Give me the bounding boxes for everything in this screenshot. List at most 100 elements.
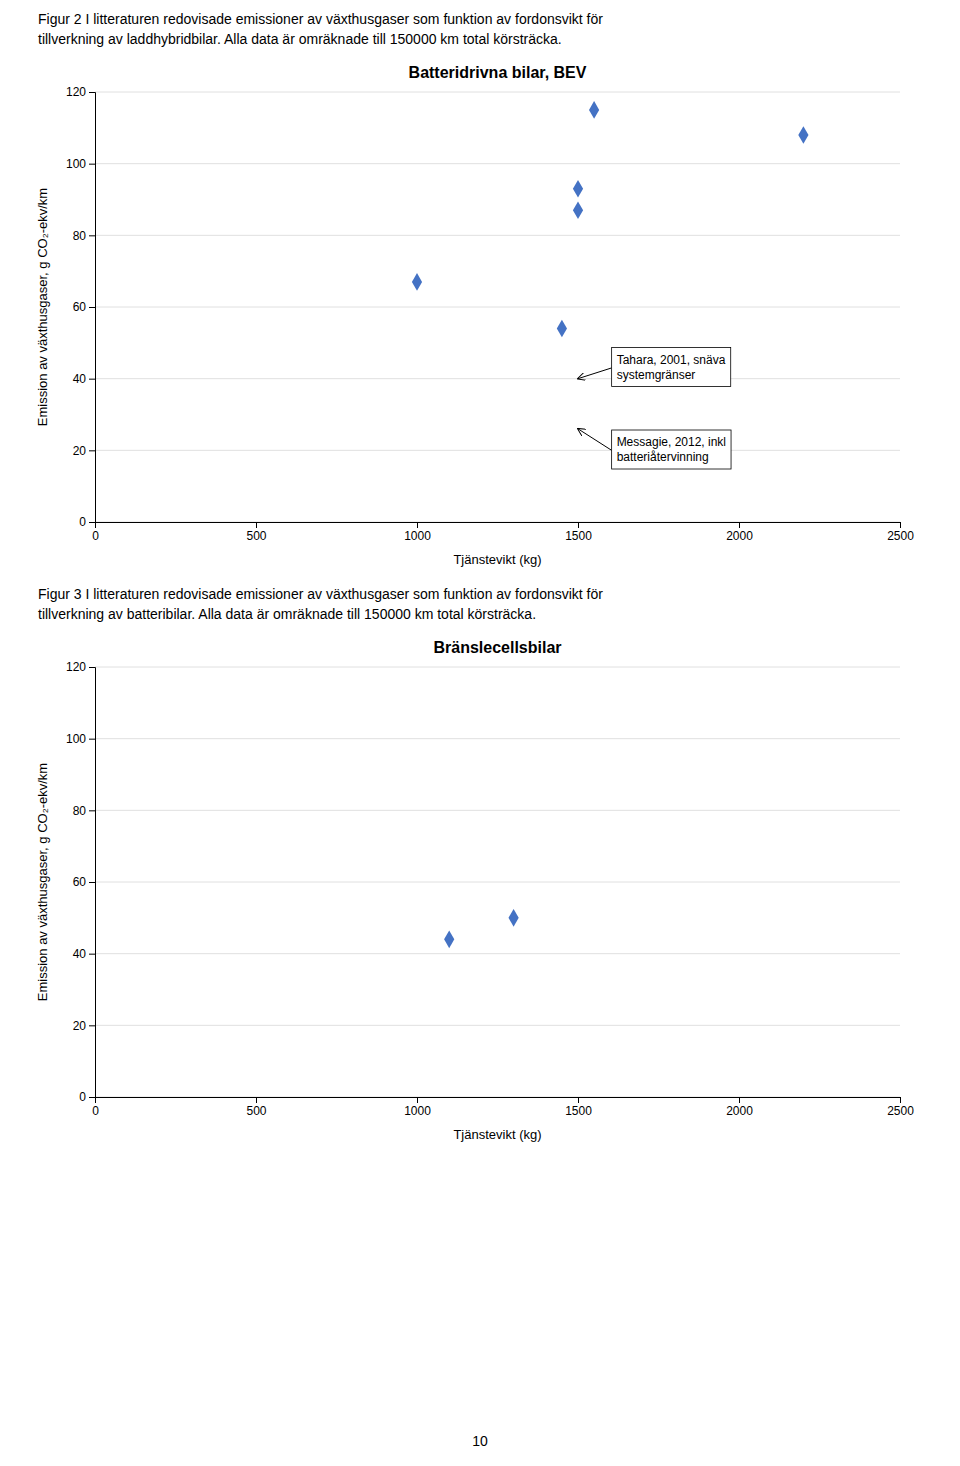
page-number: 10	[472, 1433, 488, 1449]
tick-label: 60	[73, 875, 87, 889]
tick-label: 1000	[404, 1104, 431, 1118]
grid	[95, 92, 900, 522]
annotation-text: Messagie, 2012, inklbatteriåtervinning	[617, 435, 726, 464]
tick: 60	[73, 875, 95, 889]
point	[557, 320, 567, 338]
tick-mark	[89, 667, 95, 668]
x-axis: 05001000150020002500	[92, 1097, 914, 1118]
chart-title: Bränslecellsbilar	[433, 639, 561, 656]
tick-label: 2500	[887, 1104, 914, 1118]
tick-mark	[89, 92, 95, 93]
grid-line	[95, 882, 900, 883]
grid-line	[95, 235, 900, 236]
tick-label: 1500	[565, 529, 592, 543]
annotation-box	[612, 430, 731, 469]
tick: 0	[79, 1090, 95, 1104]
tick-mark	[900, 1097, 901, 1103]
tick-label: 40	[73, 947, 87, 961]
grid-line	[95, 378, 900, 379]
tick: 80	[73, 804, 95, 818]
grid-line	[95, 667, 900, 668]
tick: 40	[73, 947, 95, 961]
tick: 40	[73, 372, 95, 386]
tick-label: 20	[73, 444, 87, 458]
tick: 2500	[887, 522, 914, 543]
point	[573, 180, 583, 198]
point	[444, 931, 454, 949]
tick-mark	[739, 1097, 740, 1103]
grid	[95, 667, 900, 1097]
chart-block: Figur 3 I litteraturen redovisade emissi…	[35, 586, 914, 1142]
caption: tillverkning av batteribilar. Alla data …	[38, 606, 536, 622]
grid-line	[95, 1025, 900, 1026]
tick-label: 80	[73, 804, 87, 818]
grid-line	[95, 450, 900, 451]
tick-mark	[89, 954, 95, 955]
point	[573, 201, 583, 219]
y-axis: 0 20 40 60 80 100 120	[66, 660, 96, 1104]
chart-block: Figur 2 I litteraturen redovisade emissi…	[35, 11, 914, 567]
tick-mark	[89, 164, 95, 165]
caption: tillverkning av laddhybridbilar. Alla da…	[38, 31, 562, 47]
tick: 120	[66, 85, 95, 99]
grid-line	[95, 307, 900, 308]
grid-line	[95, 163, 900, 164]
point	[589, 101, 599, 119]
tick-label: 100	[66, 157, 86, 171]
tick-label: 100	[66, 732, 86, 746]
tick: 2500	[887, 1097, 914, 1118]
tick-mark	[89, 522, 95, 523]
tick-mark	[578, 522, 579, 528]
axis-domain	[96, 523, 901, 529]
tick-label: 80	[73, 229, 87, 243]
tick: 100	[66, 732, 95, 746]
x-axis-label: Tjänstevikt (kg)	[453, 552, 541, 567]
point	[412, 273, 422, 291]
y-axis: 0 20 40 60 80 100 120	[66, 85, 96, 529]
annotation-arrow	[578, 368, 612, 379]
tick-label: 40	[73, 372, 87, 386]
axis-domain	[89, 93, 96, 523]
tick-mark	[417, 522, 418, 528]
annotation-text: Tahara, 2001, snävasystemgränser	[617, 353, 726, 382]
tick-label: 120	[66, 660, 86, 674]
tick-mark	[89, 235, 95, 236]
grid-line	[95, 953, 900, 954]
x-axis-label: Tjänstevikt (kg)	[453, 1127, 541, 1142]
tick-label: 120	[66, 85, 86, 99]
tick-label: 1000	[404, 529, 431, 543]
tick-mark	[578, 1097, 579, 1103]
annotation: Tahara, 2001, snävasystemgränser	[578, 348, 731, 387]
tick-label: 20	[73, 1019, 87, 1033]
tick-label: 0	[79, 1090, 86, 1104]
tick: 60	[73, 300, 95, 314]
tick-label: 2000	[726, 529, 753, 543]
tick-mark	[89, 739, 95, 740]
tick-mark	[89, 810, 95, 811]
tick-label: 60	[73, 300, 87, 314]
tick-mark	[89, 1025, 95, 1026]
tick: 120	[66, 660, 95, 674]
tick: 0	[92, 1097, 99, 1118]
tick-label: 0	[79, 515, 86, 529]
tick-mark	[89, 1097, 95, 1098]
tick-label: 2000	[726, 1104, 753, 1118]
tick-mark	[739, 522, 740, 528]
points	[412, 101, 809, 337]
tick: 500	[246, 522, 266, 543]
tick: 20	[73, 444, 95, 458]
tick: 0	[92, 522, 99, 543]
y-axis-label: Emission av växthusgaser, g CO₂-ekv/km	[35, 763, 50, 1001]
tick: 100	[66, 157, 95, 171]
tick-mark	[256, 522, 257, 528]
tick-label: 2500	[887, 529, 914, 543]
tick-label: 0	[92, 1104, 99, 1118]
annotation-arrow	[578, 429, 612, 451]
tick-label: 500	[246, 529, 266, 543]
tick: 1000	[404, 522, 431, 543]
tick: 1000	[404, 1097, 431, 1118]
tick: 1500	[565, 522, 592, 543]
axis-domain	[96, 1098, 901, 1104]
points	[444, 909, 519, 948]
grid-line	[95, 738, 900, 739]
